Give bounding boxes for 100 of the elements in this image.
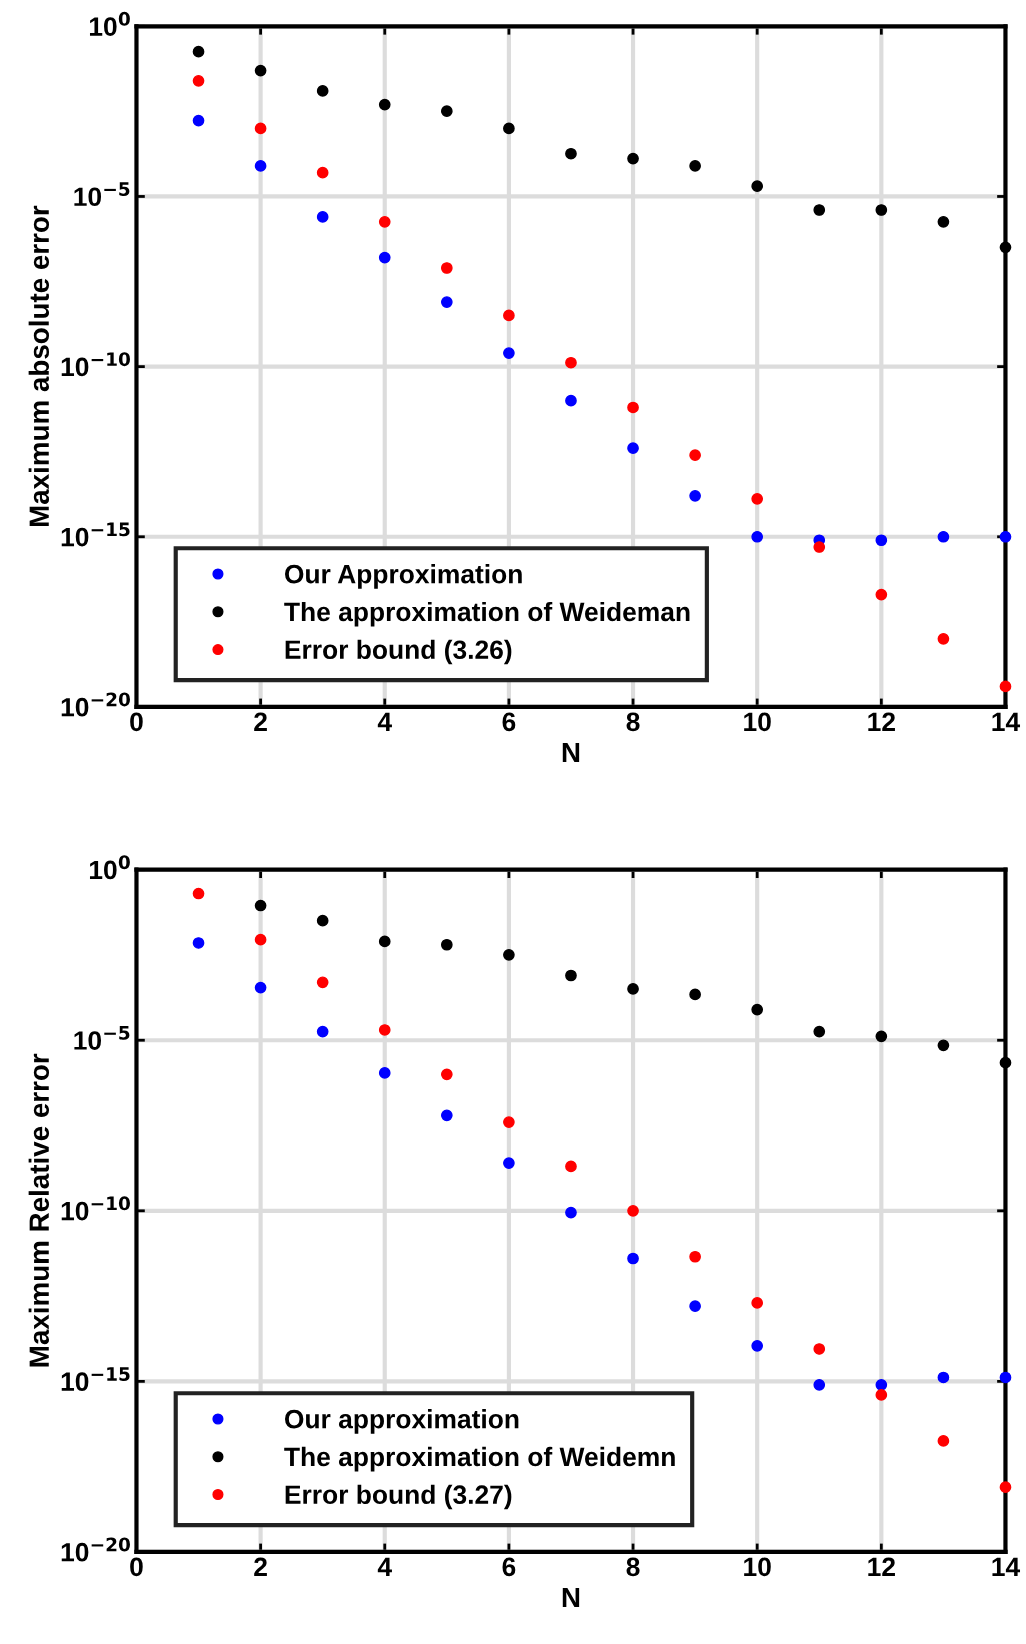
y-tick-label: 10$^{−20}$: [61, 692, 130, 717]
point: [751, 530, 764, 543]
x-axis-title: N: [562, 1587, 580, 1608]
legend-label: Our approximation: [285, 1409, 519, 1434]
point: [875, 1389, 888, 1401]
point: [316, 1025, 329, 1038]
point: [440, 938, 453, 951]
legend-label: Error bound (3.26): [285, 639, 512, 665]
y-tick-label: 10$^{0}$: [89, 11, 130, 36]
point: [999, 680, 1012, 693]
x-tick-label: 12: [868, 712, 895, 731]
point: [565, 394, 577, 407]
x-axis-title: N: [562, 742, 580, 763]
point: [378, 1067, 391, 1079]
point: [378, 98, 391, 111]
point: [999, 530, 1012, 543]
point: [254, 64, 267, 77]
point: [565, 1160, 577, 1173]
y-tick-label: 10$^{−20}$: [61, 1537, 130, 1562]
point: [751, 180, 764, 193]
x-tick-label: 10: [744, 712, 771, 732]
point: [627, 152, 639, 165]
point: [813, 1379, 826, 1391]
point: [440, 296, 453, 308]
x-tick-label: 14: [992, 1557, 1021, 1576]
point: [627, 1252, 639, 1265]
point: [999, 1371, 1012, 1384]
point: [254, 981, 267, 994]
point: [627, 983, 639, 995]
x-tick-label: 10: [744, 1557, 771, 1577]
point: [440, 105, 453, 118]
point: [999, 241, 1012, 254]
point: [627, 442, 639, 455]
x-tick-label: 8: [626, 1557, 640, 1577]
point: [440, 1068, 453, 1081]
point: [503, 1157, 515, 1169]
y-tick-label: 10$^{−5}$: [74, 1026, 130, 1050]
point: [254, 122, 267, 135]
point: [378, 215, 391, 228]
point: [875, 204, 888, 216]
point: [875, 534, 888, 547]
point: [254, 899, 267, 912]
y-tick-label: 10$^{−10}$: [61, 1196, 130, 1221]
point: [503, 347, 515, 359]
x-tick-label: 2: [254, 712, 267, 731]
point: [751, 1003, 764, 1016]
point: [689, 489, 701, 502]
point: [378, 251, 391, 264]
point: [503, 1116, 515, 1128]
point: [689, 1250, 701, 1263]
point: [689, 988, 701, 1001]
point: [192, 114, 205, 127]
point: [937, 633, 950, 645]
point: [937, 530, 950, 543]
point: [565, 147, 577, 160]
point: [254, 160, 267, 172]
y-tick-label: 10$^{0}$: [89, 855, 130, 880]
point: [627, 1204, 639, 1217]
point: [316, 211, 329, 223]
x-tick-label: 0: [130, 1557, 143, 1577]
legend-label: The approximation of Weideman: [284, 601, 690, 627]
point: [440, 1109, 453, 1122]
point: [937, 1039, 950, 1052]
point: [813, 541, 826, 553]
point: [813, 1343, 826, 1355]
x-tick-label: 12: [868, 1557, 895, 1576]
point: [565, 356, 577, 369]
point: [937, 215, 950, 228]
point: [503, 948, 515, 961]
x-tick-label: 0: [130, 712, 143, 732]
point: [565, 1206, 577, 1219]
x-tick-label: 4: [377, 712, 392, 731]
point: [378, 1024, 391, 1036]
point: [378, 935, 391, 948]
point: [937, 1435, 950, 1447]
point: [875, 1379, 888, 1391]
point: [503, 309, 515, 322]
point: [192, 937, 205, 949]
y-tick-label: 10$^{−10}$: [61, 352, 130, 377]
point: [999, 1056, 1012, 1069]
point: [316, 166, 329, 179]
x-tick-label: 4: [377, 1557, 392, 1576]
y-tick-label: 10$^{−15}$: [61, 522, 130, 547]
point: [751, 1297, 764, 1309]
y-axis-title: Maximum absolute error: [28, 205, 50, 527]
point: [565, 969, 577, 982]
point: [689, 160, 701, 172]
x-tick-label: 2: [254, 1557, 267, 1576]
point: [316, 914, 329, 927]
point: [689, 1300, 701, 1313]
legend-label: The approximation of Weidemn: [284, 1446, 675, 1472]
x-tick-label: 6: [502, 1557, 516, 1577]
point: [689, 449, 701, 462]
point: [999, 1481, 1012, 1494]
legend-label: Our Approximation: [285, 564, 522, 589]
point: [751, 1340, 764, 1352]
point: [192, 74, 205, 87]
point: [503, 122, 515, 135]
point: [813, 1025, 826, 1038]
point: [254, 933, 267, 946]
